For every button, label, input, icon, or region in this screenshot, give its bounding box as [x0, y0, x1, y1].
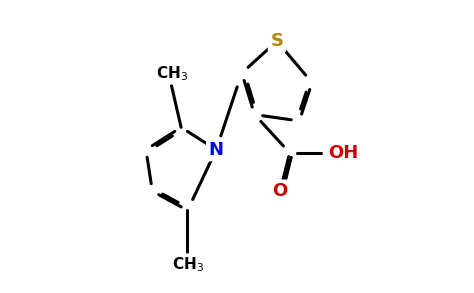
- Text: CH$_3$: CH$_3$: [172, 255, 203, 274]
- Text: S: S: [271, 32, 283, 50]
- Text: CH$_3$: CH$_3$: [155, 64, 188, 83]
- Text: N: N: [209, 141, 224, 159]
- Text: O: O: [273, 182, 288, 200]
- Text: OH: OH: [328, 144, 358, 162]
